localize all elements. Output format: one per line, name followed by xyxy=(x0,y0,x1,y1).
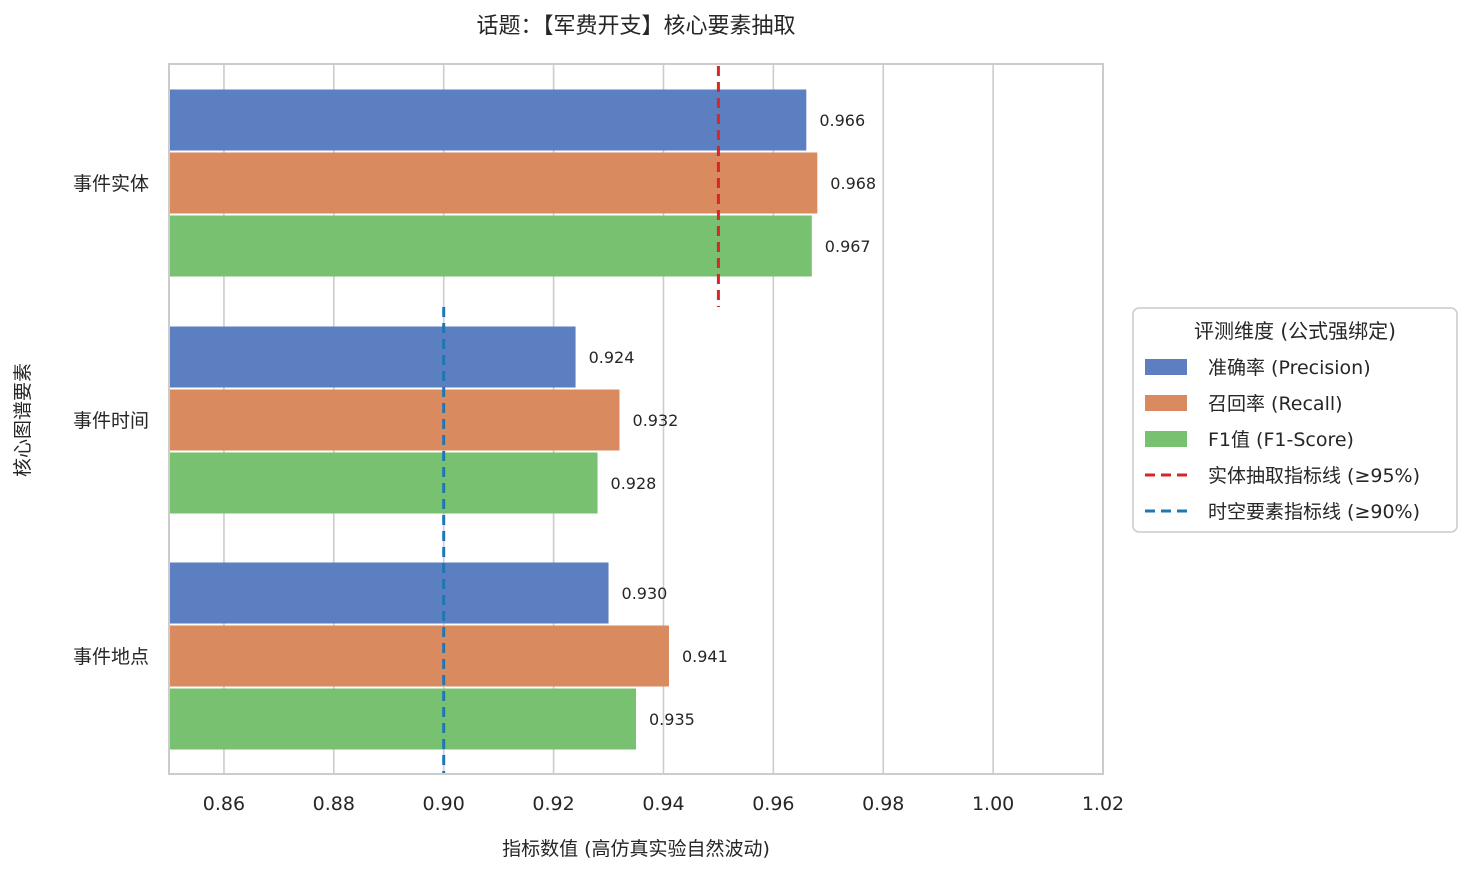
legend-swatch xyxy=(1145,359,1187,375)
legend-box xyxy=(1132,307,1458,533)
bar-value-label: 0.968 xyxy=(830,174,876,193)
bar xyxy=(169,326,576,388)
legend-label: 准确率 (Precision) xyxy=(1208,357,1371,379)
bar xyxy=(169,625,669,687)
bar-value-label: 0.941 xyxy=(682,647,728,666)
plot-frame xyxy=(168,63,1104,775)
x-tick-label: 0.94 xyxy=(642,793,684,815)
bar-value-label: 0.928 xyxy=(611,474,657,493)
legend: 评测维度 (公式强绑定) 准确率 (Precision) 召回率 (Recall) F… xyxy=(1132,307,1458,533)
bar-value-label: 0.935 xyxy=(649,710,695,729)
x-tick-label: 0.90 xyxy=(423,793,465,815)
bar-value-label: 0.932 xyxy=(633,411,679,430)
y-category-label: 事件时间 xyxy=(73,410,149,432)
bar xyxy=(169,89,807,151)
bar xyxy=(169,152,818,214)
bar xyxy=(169,389,620,451)
legend-label: F1值 (F1-Score) xyxy=(1208,429,1354,451)
chart-title: 话题：【军费开支】核心要素抽取 xyxy=(476,14,795,39)
y-axis-label: 核心图谱要素 xyxy=(12,363,34,477)
bar xyxy=(169,452,598,514)
legend-swatch xyxy=(1145,395,1187,411)
x-tick-label: 0.86 xyxy=(203,793,245,815)
legend-label: 时空要素指标线 (≥90%) xyxy=(1208,501,1420,523)
legend-label: 召回率 (Recall) xyxy=(1208,393,1343,415)
y-category-label: 事件实体 xyxy=(73,173,149,195)
bar xyxy=(169,688,636,750)
x-tick-label: 0.96 xyxy=(752,793,794,815)
x-tick-label: 0.92 xyxy=(532,793,574,815)
plot-area: 0.86 0.88 0.90 0.92 0.94 0.96 0.98 1.00 1.02 事件实体… xyxy=(73,63,1124,815)
bar-value-label: 0.967 xyxy=(825,237,871,256)
bar-value-label: 0.924 xyxy=(589,348,635,367)
bar xyxy=(169,215,812,277)
y-category-label: 事件地点 xyxy=(73,646,149,668)
x-tick-label: 0.88 xyxy=(313,793,355,815)
x-tick-label: 1.00 xyxy=(972,793,1014,815)
x-axis-label: 指标数值 (高仿真实验自然波动) xyxy=(502,838,770,860)
x-tick-label: 0.98 xyxy=(862,793,904,815)
bar-value-label: 0.930 xyxy=(622,584,668,603)
bar xyxy=(169,562,609,624)
legend-label: 实体抽取指标线 (≥95%) xyxy=(1208,465,1420,487)
bar-value-label: 0.966 xyxy=(819,111,865,130)
legend-swatch xyxy=(1145,431,1187,447)
x-tick-label: 1.02 xyxy=(1082,793,1124,815)
legend-title: 评测维度 (公式强绑定) xyxy=(1194,319,1396,343)
